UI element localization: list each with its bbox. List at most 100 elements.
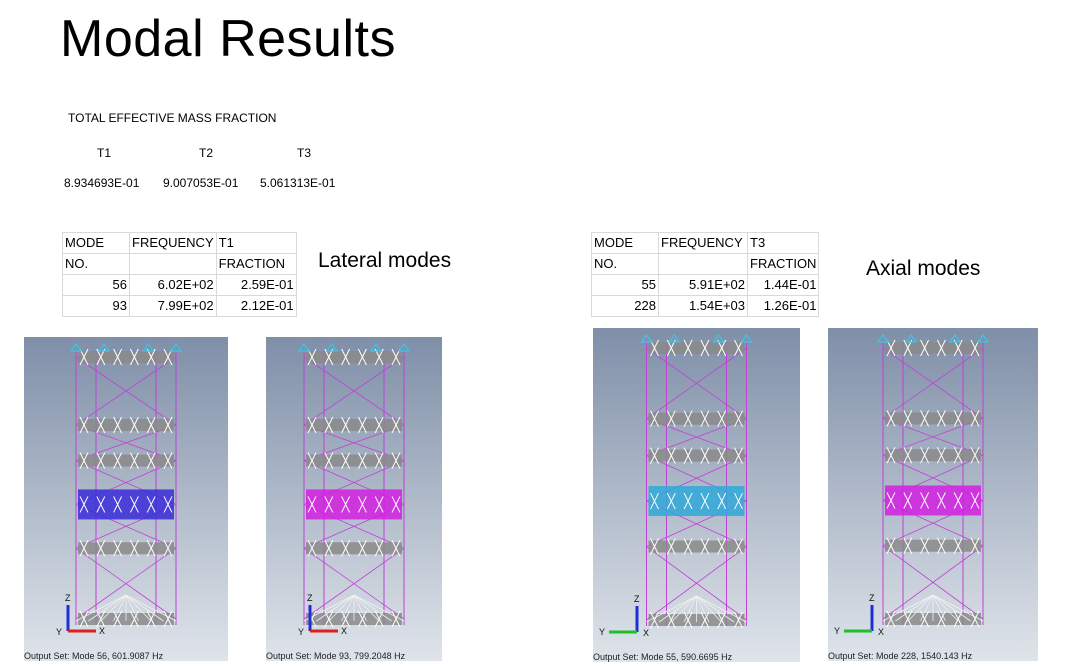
spring-element bbox=[163, 610, 173, 628]
truss-brace bbox=[646, 418, 747, 456]
table-header-cell: MODE bbox=[591, 232, 659, 254]
spring-element bbox=[970, 410, 980, 427]
mode-shape-image-mode-56: Z X Y Output Set: Mode 56, 601.9087 Hz bbox=[24, 337, 228, 661]
support-icon bbox=[640, 333, 653, 343]
spring-element bbox=[341, 610, 351, 628]
spring-element bbox=[886, 610, 896, 628]
spring-element bbox=[903, 410, 913, 427]
spring-element bbox=[920, 410, 930, 427]
spring-element bbox=[886, 537, 896, 554]
spring-element bbox=[650, 538, 659, 555]
spring-element bbox=[683, 447, 693, 464]
fan-line bbox=[125, 594, 177, 622]
spring-element bbox=[163, 452, 173, 469]
table-header-cell: NO. bbox=[62, 253, 130, 275]
spring-element bbox=[357, 496, 367, 513]
table-cell: 1.54E+03 bbox=[658, 295, 748, 317]
fan-line bbox=[303, 594, 355, 622]
deck-level bbox=[306, 542, 402, 555]
spring-element bbox=[650, 447, 659, 464]
support-icon bbox=[69, 342, 83, 352]
spring-element bbox=[936, 339, 946, 357]
support-icon bbox=[948, 333, 962, 343]
lateral-modes-table: MODE FREQUENCY T1 NO. FRACTION 56 6.02E+… bbox=[62, 232, 297, 317]
truss-brace bbox=[75, 547, 177, 620]
spring-element bbox=[129, 610, 139, 628]
truss-brace bbox=[303, 356, 405, 426]
spring-element bbox=[307, 416, 317, 434]
spring-element bbox=[920, 610, 930, 628]
spring-element bbox=[717, 538, 727, 555]
spring-element bbox=[920, 339, 930, 357]
table-cell: 5.91E+02 bbox=[658, 274, 748, 296]
output-set-label: Output Set: Mode 228, 1540.143 Hz bbox=[828, 651, 973, 661]
spring-element bbox=[307, 496, 317, 513]
table-header-cell bbox=[658, 253, 748, 275]
fea-model-render: Z X Y bbox=[56, 342, 183, 637]
spring-element bbox=[700, 492, 710, 510]
spring-element bbox=[96, 496, 106, 513]
deck-level bbox=[78, 351, 174, 363]
spring-element bbox=[113, 496, 123, 513]
table-cell: 93 bbox=[62, 295, 130, 317]
mass-fraction-heading: TOTAL EFFECTIVE MASS FRACTION bbox=[68, 111, 277, 125]
mass-fraction-value-t2: 9.007053E-01 bbox=[163, 176, 239, 190]
table-header-cell: FRACTION bbox=[746, 253, 820, 275]
fan-line bbox=[328, 594, 355, 622]
table-header-cell: FRACTION bbox=[215, 253, 297, 275]
table-header-row: MODE FREQUENCY T3 bbox=[591, 232, 820, 254]
spring-element bbox=[307, 540, 317, 557]
fan-line bbox=[353, 594, 380, 622]
support-icon bbox=[369, 342, 383, 352]
table-header-cell: NO. bbox=[591, 253, 659, 275]
spring-element bbox=[146, 348, 156, 366]
table-cell: 1.26E-01 bbox=[746, 295, 820, 317]
spring-element bbox=[129, 416, 139, 434]
spring-element bbox=[324, 540, 334, 557]
mass-fraction-label-t3: T3 bbox=[297, 146, 312, 160]
mass-fraction-label-t2: T2 bbox=[199, 146, 214, 160]
spring-element bbox=[146, 452, 156, 469]
deck-level bbox=[78, 542, 174, 555]
spring-element bbox=[953, 537, 963, 554]
spring-element bbox=[391, 348, 401, 366]
axis-label-z: Z bbox=[307, 593, 313, 603]
table-header-cell: FREQUENCY bbox=[129, 232, 217, 254]
spring-element bbox=[391, 416, 401, 434]
spring-element bbox=[886, 446, 896, 464]
spring-element bbox=[357, 610, 367, 628]
mode-shape-image-mode-55: Z Y X Output Set: Mode 55, 590.6695 Hz bbox=[593, 328, 800, 662]
support-icon bbox=[668, 333, 681, 343]
spring-element bbox=[717, 339, 727, 357]
page-title: Modal Results bbox=[60, 10, 396, 68]
spring-element bbox=[146, 540, 156, 557]
fan-line bbox=[658, 595, 697, 623]
spring-element bbox=[666, 339, 676, 357]
mass-fraction-value-t1: 8.934693E-01 bbox=[64, 176, 140, 190]
spring-element bbox=[341, 348, 351, 366]
spring-element bbox=[717, 611, 727, 629]
truss-brace bbox=[646, 347, 747, 420]
spring-element bbox=[903, 339, 913, 357]
spring-element bbox=[683, 611, 693, 629]
axis-label-o: Y bbox=[56, 627, 62, 637]
spring-element bbox=[717, 447, 727, 464]
spring-element bbox=[79, 416, 89, 434]
table-row: 55 5.91E+02 1.44E-01 bbox=[591, 274, 820, 296]
spring-element bbox=[886, 492, 896, 509]
spring-element bbox=[79, 496, 89, 513]
fea-model-render: Z X Y bbox=[297, 342, 411, 637]
spring-element bbox=[341, 540, 351, 557]
fan-line bbox=[932, 594, 959, 622]
spring-element bbox=[734, 492, 743, 510]
spring-element bbox=[374, 540, 384, 557]
table-cell: 6.02E+02 bbox=[129, 274, 217, 296]
spring-element bbox=[113, 610, 123, 628]
spring-element bbox=[96, 416, 106, 434]
deck-level bbox=[885, 485, 981, 516]
spring-element bbox=[113, 540, 123, 557]
table-cell: 56 bbox=[62, 274, 130, 296]
support-icon bbox=[976, 333, 990, 343]
spring-element bbox=[650, 611, 659, 629]
spring-element bbox=[903, 537, 913, 554]
